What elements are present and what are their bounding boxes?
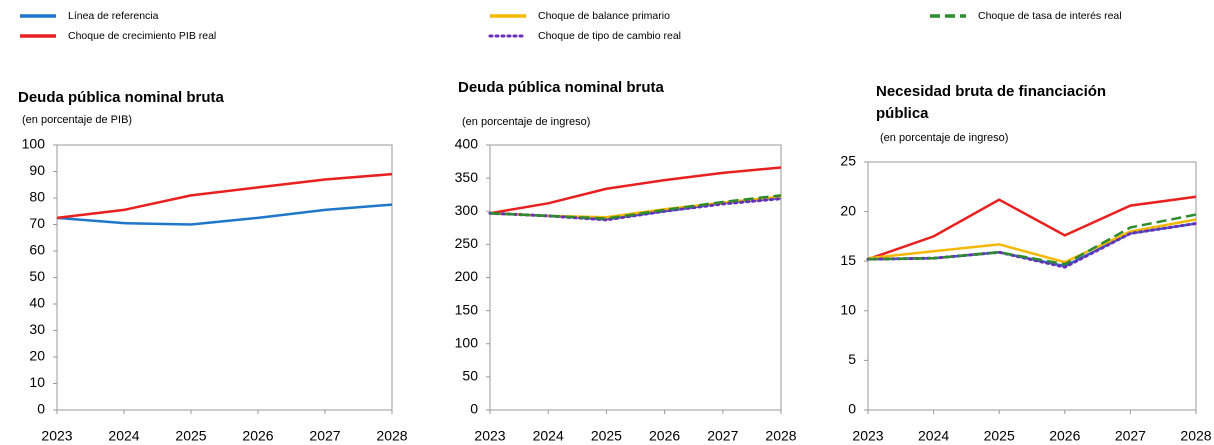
series-line — [867, 213, 1197, 266]
y-tick-label: 350 — [455, 169, 479, 185]
chart-subtitle: (en porcentaje de PIB) — [22, 114, 133, 126]
x-tick-label: 2023 — [852, 428, 883, 444]
x-tick-label: 2023 — [41, 428, 72, 444]
y-tick-label: 40 — [29, 295, 45, 311]
x-tick-label: 2025 — [591, 428, 622, 444]
y-tick-label: 200 — [455, 268, 479, 284]
y-tick-label: 25 — [840, 153, 856, 169]
series-line: Choque de tasa de interés real — [489, 194, 782, 220]
y-tick-label: 20 — [840, 202, 856, 218]
legend-label: Choque de balance primario — [538, 10, 670, 22]
x-tick-label: 2024 — [918, 428, 949, 444]
legend-label: Choque de tasa de interés real — [978, 10, 1122, 22]
y-tick-label: 0 — [37, 401, 45, 417]
x-tick-label: 2028 — [1180, 428, 1211, 444]
plot-area — [56, 144, 393, 411]
y-tick-label: 150 — [455, 301, 479, 317]
y-tick-label: 0 — [848, 401, 856, 417]
series-line — [867, 218, 1197, 264]
y-tick-label: 100 — [455, 334, 479, 350]
y-tick-label: 90 — [29, 162, 45, 178]
legend-label: Choque de tipo de cambio real — [538, 30, 681, 42]
y-tick-label: 20 — [29, 348, 45, 364]
y-tick-label: 10 — [840, 302, 856, 318]
series-line — [866, 222, 1198, 269]
x-tick-label: 2026 — [242, 428, 273, 444]
series-line: Línea de referencia — [56, 203, 393, 226]
x-tick-label: 2027 — [1115, 428, 1146, 444]
y-tick-label: 5 — [848, 351, 856, 367]
chart-subtitle: (en porcentaje de ingreso) — [462, 116, 591, 128]
x-tick-label: 2025 — [175, 428, 206, 444]
plot-area — [867, 161, 1197, 411]
chart-title: Necesidad bruta de financiación pública — [876, 83, 1107, 122]
y-tick-label: 60 — [29, 242, 45, 258]
chart-title: Deuda pública nominal bruta — [458, 79, 664, 96]
chart-subtitle: (en porcentaje de ingreso) — [880, 132, 1009, 144]
series-line: Choque de crecimiento PIB real — [489, 166, 782, 215]
y-tick-label: 0 — [470, 401, 478, 417]
x-tick-label: 2025 — [984, 428, 1015, 444]
x-tick-label: 2024 — [533, 428, 564, 444]
y-tick-label: 250 — [455, 235, 479, 251]
y-tick-label: 80 — [29, 189, 45, 205]
x-tick-label: 2026 — [1049, 428, 1080, 444]
y-tick-label: 300 — [455, 202, 479, 218]
x-tick-label: 2028 — [765, 428, 796, 444]
y-tick-label: 50 — [462, 368, 478, 384]
series-line: Choque de tipo de cambio real — [488, 197, 783, 222]
y-tick-label: 15 — [840, 252, 856, 268]
chart-title: Deuda pública nominal bruta — [18, 89, 224, 106]
x-tick-label: 2023 — [474, 428, 505, 444]
y-tick-label: 70 — [29, 215, 45, 231]
x-tick-label: 2024 — [108, 428, 139, 444]
x-tick-label: 2026 — [649, 428, 680, 444]
x-tick-label: 2027 — [707, 428, 738, 444]
y-tick-label: 100 — [22, 136, 46, 152]
x-tick-label: 2027 — [309, 428, 340, 444]
y-tick-label: 400 — [455, 136, 479, 152]
legend-label: Línea de referencia — [68, 10, 159, 22]
legend-label: Choque de crecimiento PIB real — [68, 30, 216, 42]
x-tick-label: 2028 — [376, 428, 407, 444]
series-line: Choque de crecimiento PIB real — [56, 172, 393, 220]
y-tick-label: 30 — [29, 321, 45, 337]
y-tick-label: 50 — [29, 268, 45, 284]
y-tick-label: 10 — [29, 374, 45, 390]
series-line — [867, 195, 1197, 261]
